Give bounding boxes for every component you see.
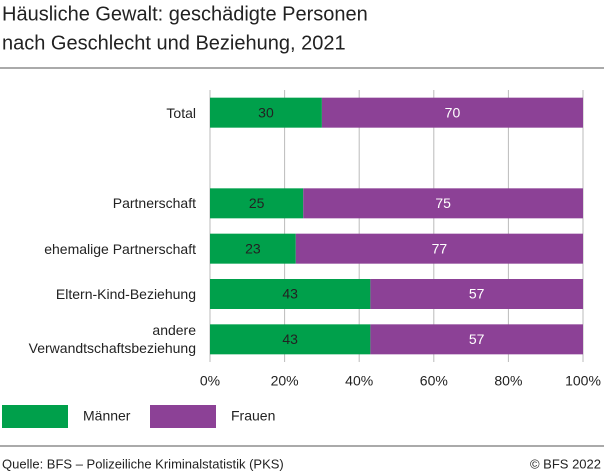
legend-label: Männer [83, 408, 131, 424]
x-tick-label: 100% [565, 373, 601, 389]
x-tick-label: 80% [494, 373, 522, 389]
value-label: 43 [282, 331, 298, 347]
bar-segment [210, 233, 296, 264]
x-tick-label: 0% [200, 373, 220, 389]
y-tick-label: andere Verwandtschaftsbeziehung [28, 322, 196, 357]
legend-swatch [2, 405, 68, 428]
copyright: © BFS 2022 [530, 456, 601, 471]
legend-label: Frauen [231, 408, 275, 424]
value-label: 57 [469, 331, 485, 347]
value-label: 23 [245, 240, 261, 256]
y-tick-label: ehemalige Partnerschaft [44, 240, 196, 257]
value-label: 77 [432, 240, 448, 256]
bar-segment [210, 279, 371, 309]
bar-segment [370, 279, 583, 309]
bar-segment [303, 188, 583, 219]
x-tick-label: 60% [420, 373, 448, 389]
y-tick-label: Total [166, 104, 196, 121]
value-label: 57 [469, 286, 485, 302]
y-tick-label: Partnerschaft [112, 195, 196, 212]
bar-segment [370, 324, 583, 355]
x-tick-label: 40% [345, 373, 373, 389]
value-label: 70 [445, 104, 461, 120]
value-label: 43 [282, 286, 298, 302]
x-tick-label: 20% [271, 373, 299, 389]
bar-segment [210, 188, 304, 219]
y-tick-label: Eltern-Kind-Beziehung [55, 286, 196, 302]
chart-title: Häusliche Gewalt: geschädigte Personen [2, 3, 368, 25]
chart-title: nach Geschlecht und Beziehung, 2021 [2, 32, 346, 54]
bar-segment [295, 233, 583, 264]
bar-segment [321, 97, 583, 128]
legend-swatch [150, 405, 216, 428]
bar-segment [210, 324, 371, 355]
value-label: 75 [435, 195, 451, 211]
bar-segment [210, 97, 322, 128]
value-label: 25 [249, 195, 265, 211]
source: Quelle: BFS – Polizeiliche Kriminalstati… [2, 456, 284, 471]
value-label: 30 [258, 104, 274, 120]
